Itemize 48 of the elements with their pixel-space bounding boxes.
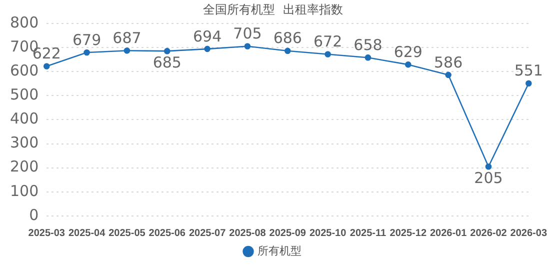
data-label: 551 xyxy=(514,62,543,80)
x-tick-label: 2026-02 xyxy=(470,228,508,239)
point xyxy=(124,47,130,54)
point xyxy=(84,49,90,56)
x-tick-label: 2025-04 xyxy=(68,228,106,239)
point xyxy=(164,48,170,54)
y-tick-label: 0 xyxy=(29,206,39,224)
data-label: 658 xyxy=(354,36,382,54)
x-tick-label: 2025-11 xyxy=(350,228,386,239)
point xyxy=(404,61,412,68)
data-label: 586 xyxy=(434,53,463,72)
data-label: 679 xyxy=(72,30,102,49)
point xyxy=(445,72,452,78)
x-tick-label: 2025-10 xyxy=(309,228,347,239)
x-tick-label: 2026-01 xyxy=(430,228,468,239)
point xyxy=(43,63,50,70)
point xyxy=(284,48,291,54)
data-label: 705 xyxy=(233,24,262,43)
x-tick-label: 2025-06 xyxy=(148,228,186,239)
point xyxy=(324,51,331,58)
x-tick-label: 2025-12 xyxy=(390,228,427,239)
x-tick-label: 2025-07 xyxy=(188,228,226,239)
y-tick-label: 500 xyxy=(10,86,39,104)
data-label: 205 xyxy=(474,169,503,188)
y-tick-label: 300 xyxy=(10,134,39,152)
data-label: 694 xyxy=(192,27,222,46)
data-label: 685 xyxy=(152,53,182,72)
data-label: 672 xyxy=(313,32,342,51)
x-tick-label: 2025-03 xyxy=(28,228,66,239)
x-tick-label: 2026-03 xyxy=(510,228,548,239)
point xyxy=(364,54,372,61)
y-tick-label: 400 xyxy=(10,110,39,128)
y-tick-label: 200 xyxy=(10,158,39,176)
y-tick-label: 600 xyxy=(10,61,39,80)
data-label: 687 xyxy=(112,28,142,47)
point xyxy=(526,80,532,86)
y-tick-label: 800 xyxy=(10,13,39,32)
x-tick-label: 2025-05 xyxy=(108,228,146,239)
point xyxy=(485,163,492,170)
chart-title: 全国所有机型 出租率指数 xyxy=(203,2,343,16)
point xyxy=(204,46,210,52)
point xyxy=(244,43,251,50)
x-tick-label: 2025-09 xyxy=(269,228,306,239)
y-tick-label: 100 xyxy=(10,182,39,200)
data-label: 686 xyxy=(273,29,302,48)
x-tick-label: 2025-08 xyxy=(229,228,266,239)
legend-label: 所有机型 xyxy=(257,244,302,258)
data-label: 629 xyxy=(394,42,422,61)
